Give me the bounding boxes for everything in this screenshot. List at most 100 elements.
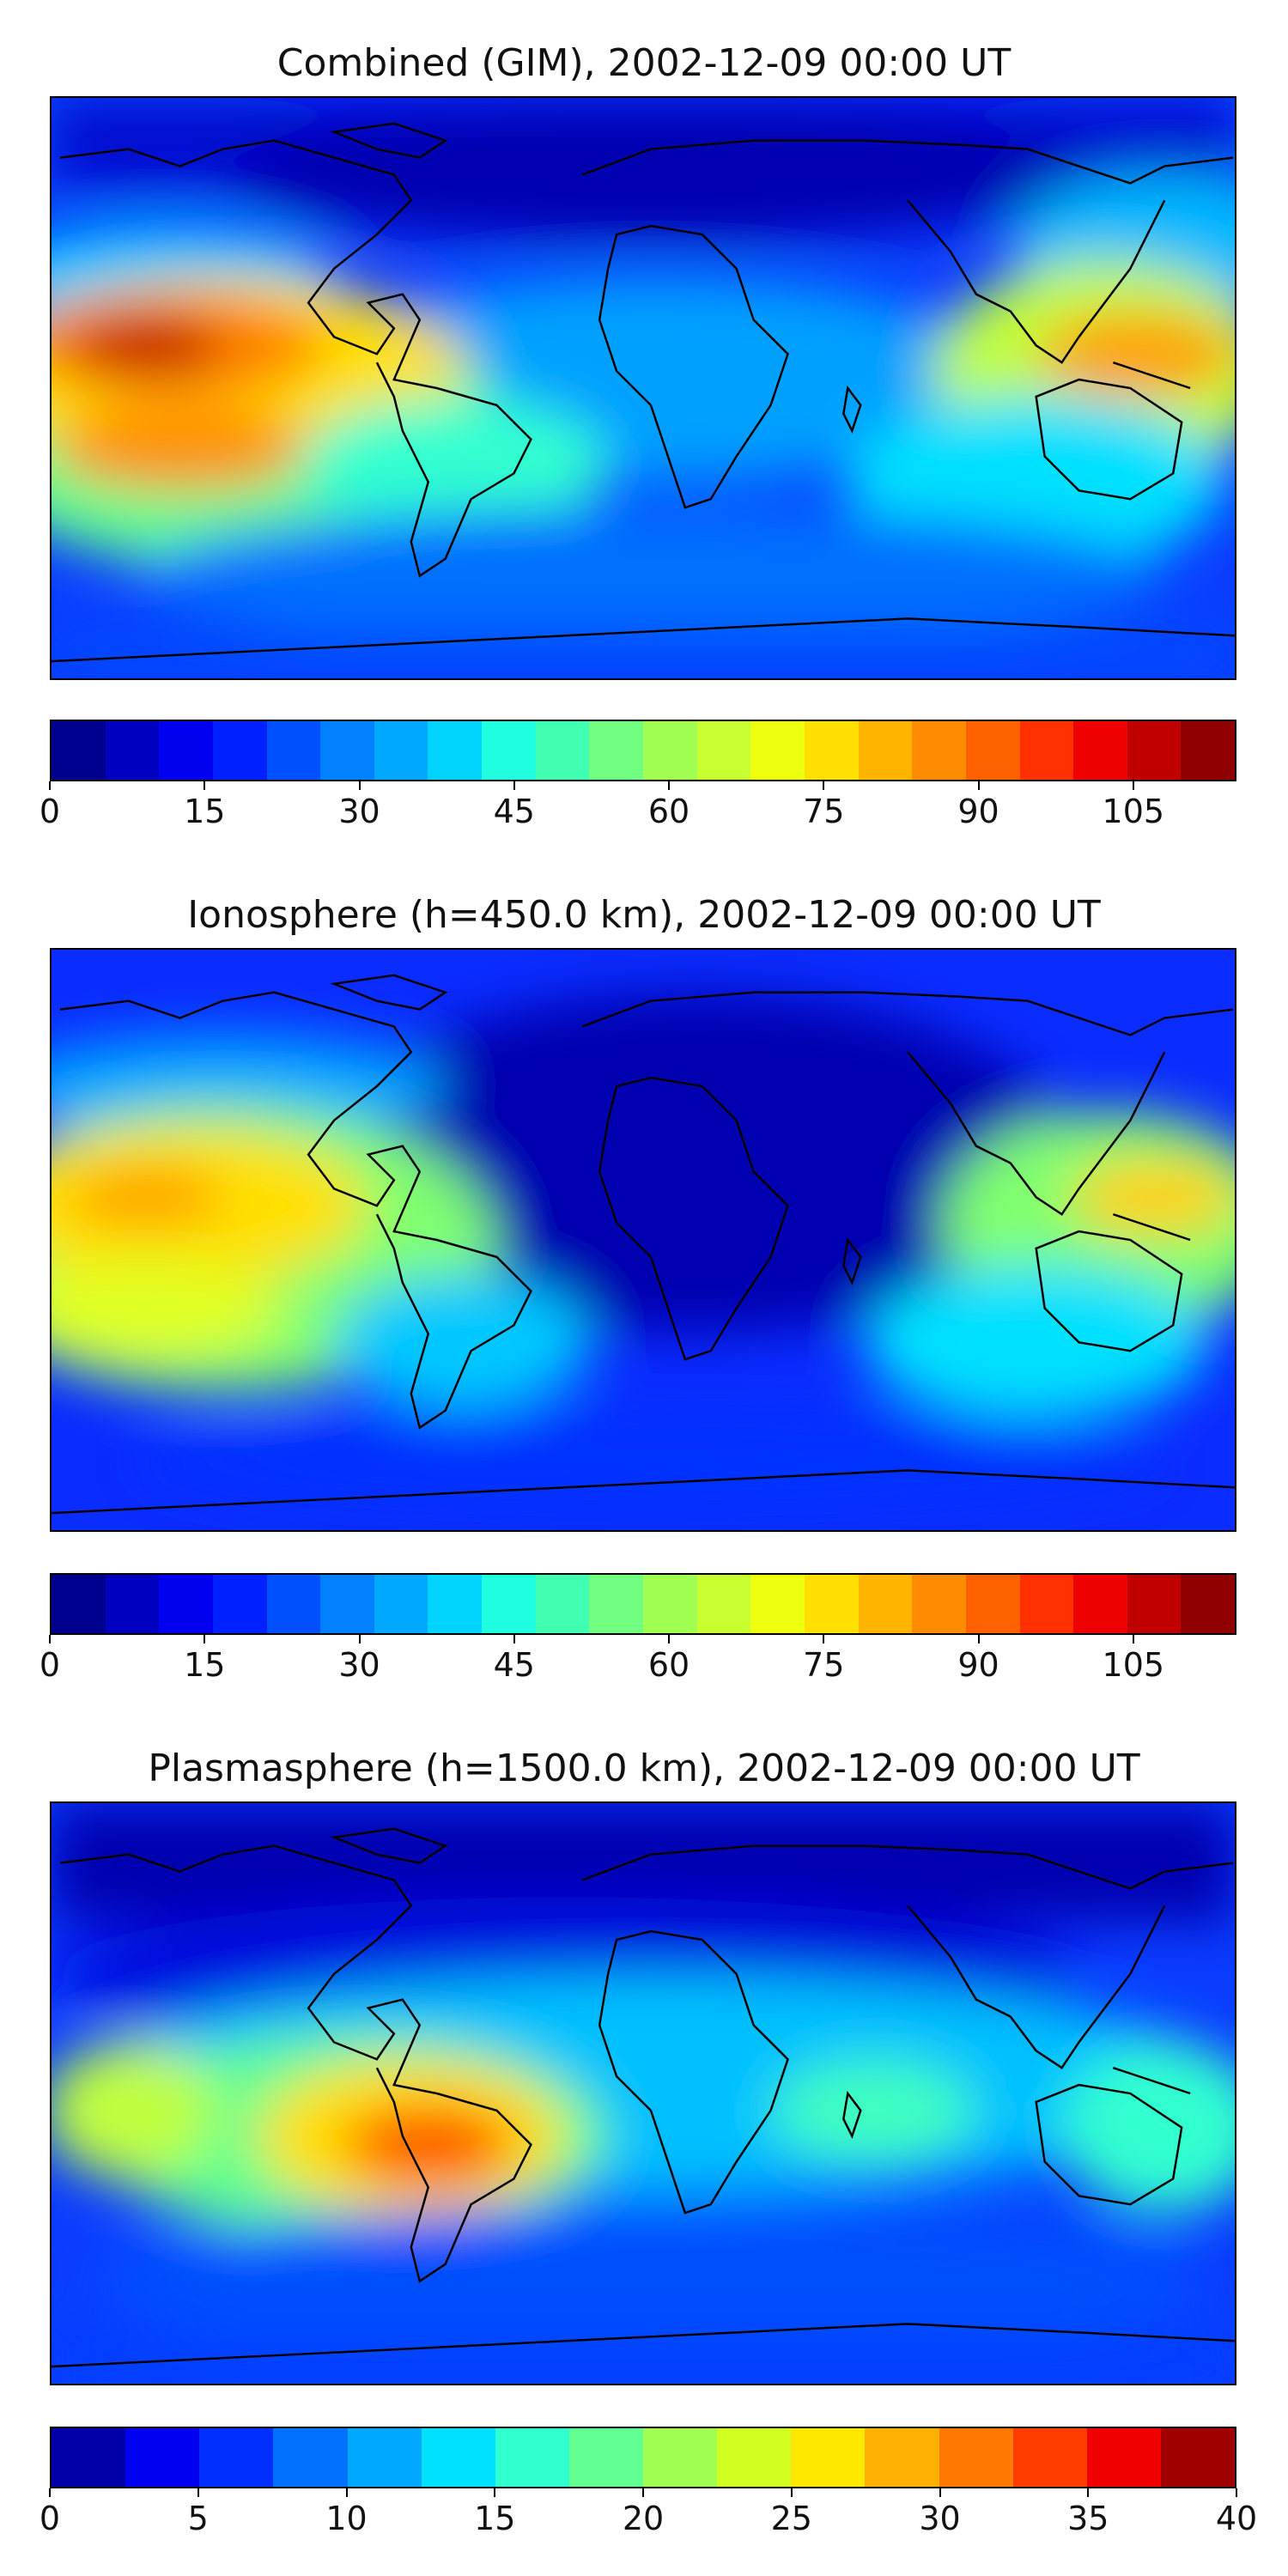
colorbar-tick [204, 781, 206, 790]
map-ionosphere [50, 948, 1236, 1532]
coastlines-combined [52, 122, 1235, 663]
colorbar-tick [197, 2488, 199, 2497]
colorbar-segment [105, 721, 160, 780]
colorbar-segment [125, 2428, 200, 2487]
colorbar-segment [495, 2428, 569, 2487]
colorbar-tick [1236, 2488, 1237, 2497]
colorbar-tick [823, 781, 825, 790]
colorbar-segment [535, 1575, 590, 1633]
colorbar-segment [1086, 2428, 1161, 2487]
colorbar-tick-label: 0 [39, 793, 61, 830]
colorbar-segment [320, 1575, 374, 1633]
colorbar-tick-label: 25 [770, 2500, 812, 2537]
colorbar-segment [212, 1575, 267, 1633]
colorbar-segment [212, 721, 267, 780]
colorbar-tick-label: 105 [1102, 793, 1165, 830]
colorbar-tick [49, 781, 51, 790]
colorbar-tick [977, 1635, 980, 1643]
colorbar-tick-label: 90 [957, 1646, 999, 1684]
colorbar-ticks-plasmasphere: 0 5 10 15 20 25 30 35 40 [39, 2488, 1257, 2537]
colorbar-tick-label: 45 [493, 793, 535, 830]
colorbar-segment [1019, 1575, 1074, 1633]
colorbar-segment [865, 2428, 939, 2487]
colorbar-combined [50, 720, 1236, 781]
colorbar-tick-label: 60 [647, 1646, 690, 1684]
colorbar-tick-label: 75 [803, 793, 845, 830]
colorbar-tick [1132, 781, 1134, 790]
colorbar-segment [159, 721, 213, 780]
colorbar-tick-label: 30 [338, 1646, 380, 1684]
colorbar-tick [977, 781, 980, 790]
colorbar-tick [49, 2488, 51, 2497]
colorbar-tick [939, 2488, 941, 2497]
tec-map-plasmasphere [52, 1803, 1235, 2384]
panel-title-ionosphere: Ionosphere (h=450.0 km), 2002-12-09 00:0… [187, 893, 1101, 937]
colorbar-tick-label: 75 [803, 1646, 845, 1684]
colorbar-segment [804, 721, 859, 780]
map-combined [50, 96, 1236, 680]
colorbar-segment [320, 721, 374, 780]
colorbar-tick-label: 0 [39, 1646, 61, 1684]
colorbar-segment [199, 2428, 274, 2487]
colorbar-ionosphere [50, 1573, 1236, 1635]
colorbar-segment [428, 1575, 483, 1633]
colorbar-segment [696, 721, 751, 780]
colorbar-tick-label: 35 [1067, 2500, 1109, 2537]
coastlines-ionosphere [52, 974, 1235, 1515]
colorbar-tick [823, 1635, 825, 1643]
colorbar-segment [266, 721, 321, 780]
colorbar-tick-label: 10 [325, 2500, 368, 2537]
colorbar-tick [204, 1635, 206, 1643]
colorbar-segment [696, 1575, 751, 1633]
colorbar-segment [1181, 721, 1236, 780]
colorbar-tick [1087, 2488, 1090, 2497]
colorbar-tick-label: 90 [957, 793, 999, 830]
colorbar-segment [643, 721, 697, 780]
colorbar-tick-label: 20 [622, 2500, 665, 2537]
colorbar-segment [858, 1575, 913, 1633]
colorbar-segment [1160, 2428, 1235, 2487]
colorbar-segment [482, 1575, 536, 1633]
colorbar-segment [266, 1575, 321, 1633]
colorbar-ticks-combined: 0 15 30 45 60 75 90 105 [39, 781, 1236, 830]
colorbar-tick [790, 2488, 793, 2497]
colorbar-tick-label: 15 [474, 2500, 516, 2537]
colorbar-segment [589, 1575, 644, 1633]
colorbar-ticks-ionosphere: 0 15 30 45 60 75 90 105 [39, 1635, 1236, 1684]
colorbar-tick-label: 105 [1102, 1646, 1165, 1684]
colorbar-tick [358, 781, 361, 790]
colorbar-tick-label: 30 [338, 793, 380, 830]
colorbar-segment [791, 2428, 866, 2487]
colorbar-segment [52, 1575, 106, 1633]
colorbar-segment [1012, 2428, 1087, 2487]
colorbar-segment [1127, 721, 1182, 780]
colorbar-tick-label: 40 [1215, 2500, 1258, 2537]
colorbar-tick [513, 1635, 515, 1643]
colorbar-tick-label: 15 [184, 1646, 226, 1684]
colorbar-tick [49, 1635, 51, 1643]
tec-map-ionosphere [52, 950, 1235, 1530]
tec-field-combined [52, 98, 1235, 678]
panel-title-plasmasphere: Plasmasphere (h=1500.0 km), 2002-12-09 0… [148, 1747, 1140, 1790]
colorbar-segment [965, 721, 1020, 780]
colorbar-segment [1127, 1575, 1182, 1633]
colorbar-segment [1019, 721, 1074, 780]
colorbar-segment [535, 721, 590, 780]
colorbar-tick [1132, 1635, 1134, 1643]
colorbar-tick-label: 15 [184, 793, 226, 830]
colorbar-tick [494, 2488, 496, 2497]
colorbar-tick-label: 45 [493, 1646, 535, 1684]
tec-field-plasmasphere [52, 1803, 1235, 2384]
colorbar-tick-label: 5 [187, 2500, 209, 2537]
colorbar-segment [482, 721, 536, 780]
colorbar-tick [668, 781, 671, 790]
colorbar-segment [965, 1575, 1020, 1633]
tec-map-combined [52, 98, 1235, 678]
map-plasmasphere [50, 1801, 1236, 2385]
colorbar-segment [421, 2428, 495, 2487]
colorbar-segment [105, 1575, 160, 1633]
colorbar-tick [668, 1635, 671, 1643]
colorbar-segment [804, 1575, 859, 1633]
colorbar-tick [358, 1635, 361, 1643]
colorbar-segment [717, 2428, 792, 2487]
